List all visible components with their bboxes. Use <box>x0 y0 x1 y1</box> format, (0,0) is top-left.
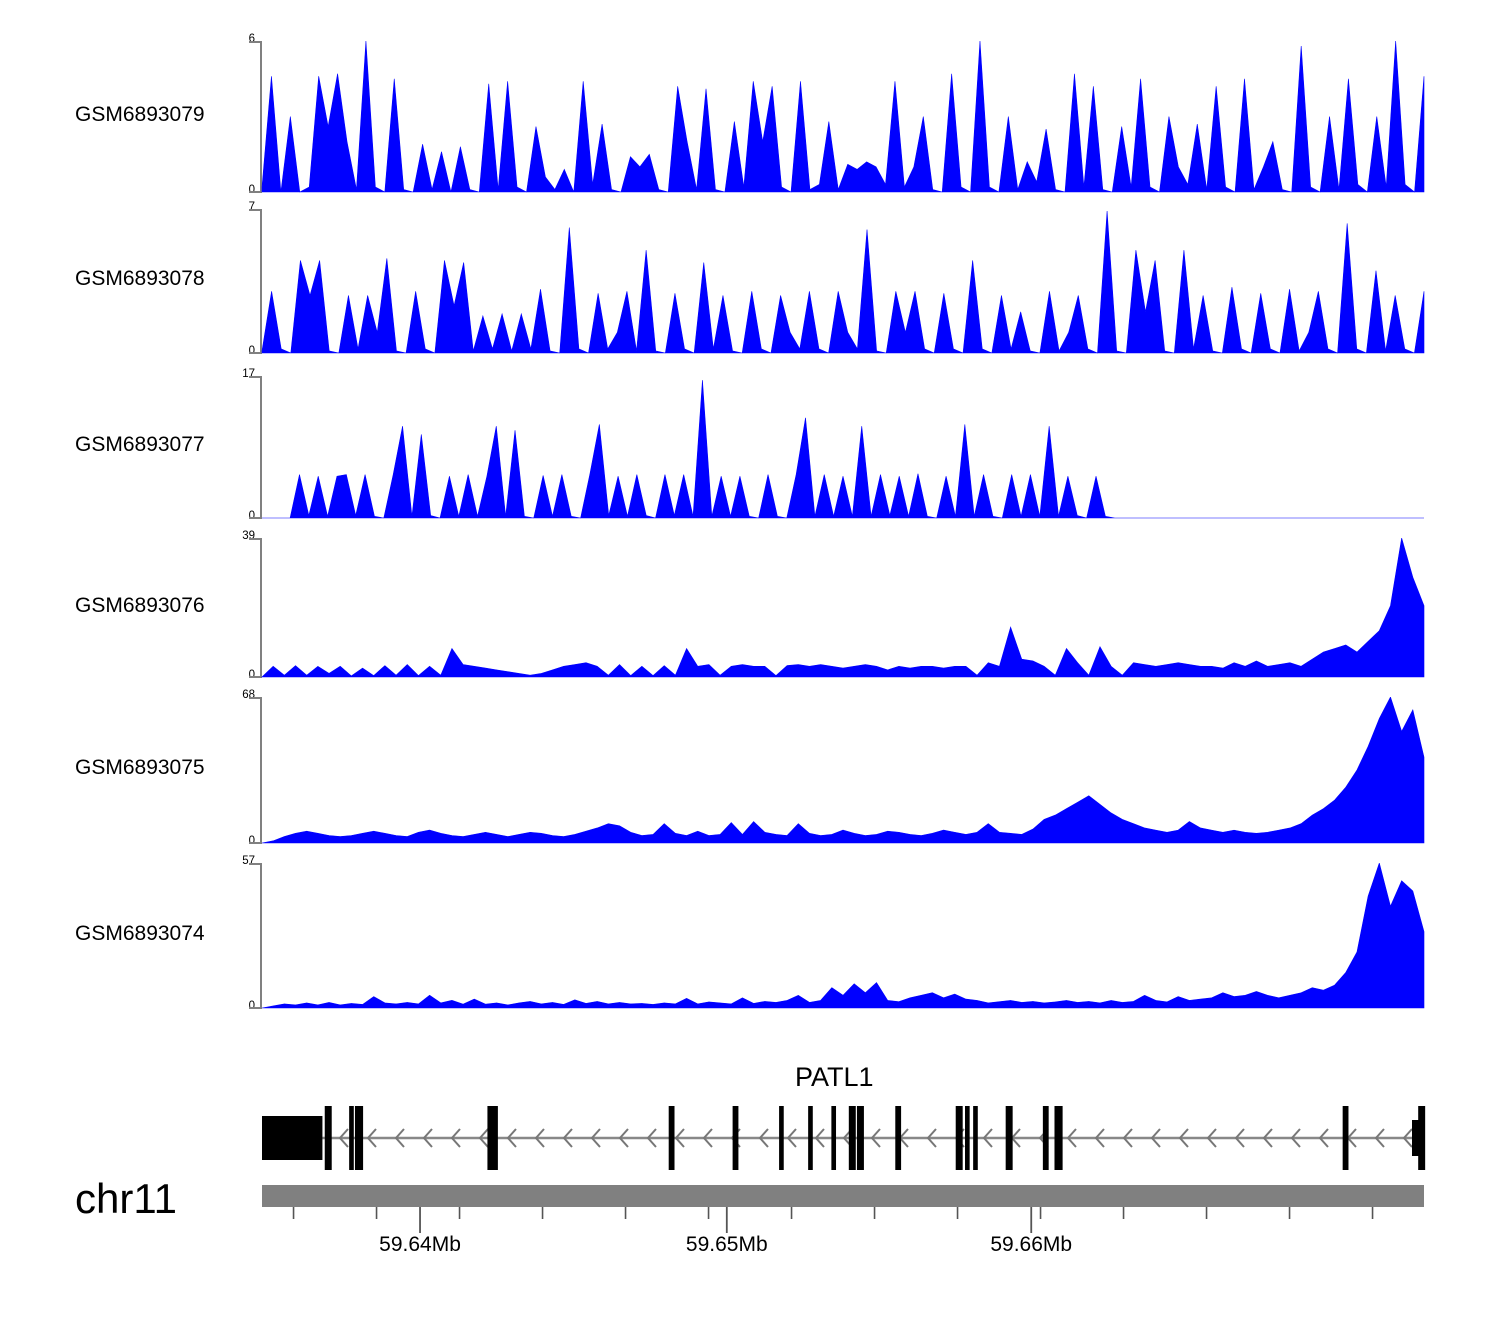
strand-arrow-left-icon <box>366 1128 377 1148</box>
strand-arrow-left-icon <box>506 1128 517 1148</box>
strand-arrow-left-icon <box>1402 1128 1413 1148</box>
strand-arrow-left-icon <box>1066 1128 1077 1148</box>
signal-area <box>261 538 1425 678</box>
signal-track-GSM6893074[interactable] <box>0 863 1430 1012</box>
gene-name-label: PATL1 <box>795 1062 874 1092</box>
axis-tick-label: 59.65Mb <box>685 1233 768 1256</box>
strand-arrow-left-icon <box>814 1128 825 1148</box>
strand-arrow-left-icon <box>786 1128 797 1148</box>
strand-arrow-left-icon <box>1234 1128 1245 1148</box>
gene-exon <box>848 1106 856 1170</box>
gene-model-svg <box>262 1106 1426 1170</box>
gene-exon <box>895 1106 902 1170</box>
gene-exon <box>1005 1106 1013 1170</box>
track-label-GSM6893076: GSM6893076 <box>75 593 205 617</box>
strand-arrow-left-icon <box>338 1128 349 1148</box>
gene-exon <box>965 1106 970 1170</box>
signal-track-GSM6893075[interactable] <box>0 697 1430 847</box>
gene-exon <box>831 1106 837 1170</box>
y-axis-min-GSM6893077: 0 <box>248 510 255 522</box>
ideogram-bar <box>262 1185 1424 1207</box>
y-axis-min-GSM6893078: 0 <box>248 345 255 357</box>
gene-exon <box>973 1106 978 1170</box>
gene-exon <box>668 1106 675 1170</box>
gene-exon <box>732 1106 739 1170</box>
y-axis-max-GSM6893079: 6 <box>248 33 255 45</box>
strand-arrow-left-icon <box>1206 1128 1217 1148</box>
strand-arrow-left-icon <box>618 1128 629 1148</box>
gene-exon <box>1042 1106 1049 1170</box>
strand-arrow-left-icon <box>534 1128 545 1148</box>
gene-exon-terminal <box>1412 1120 1422 1156</box>
strand-arrow-left-icon <box>1122 1128 1133 1148</box>
signal-area <box>261 41 1425 193</box>
track-label-GSM6893077: GSM6893077 <box>75 433 205 456</box>
strand-arrow-left-icon <box>450 1128 461 1148</box>
gene-exon <box>324 1106 332 1170</box>
chromosome-label: chr11 <box>75 1175 177 1222</box>
signal-track-GSM6893076[interactable] <box>0 538 1430 681</box>
signal-area <box>261 211 1425 354</box>
gene-exon <box>358 1106 364 1170</box>
gene-exon <box>354 1106 360 1170</box>
signal-track-GSM6893077[interactable] <box>0 376 1430 522</box>
strand-arrow-left-icon <box>702 1128 713 1148</box>
strand-arrow-left-icon <box>674 1128 685 1148</box>
gene-exon <box>1054 1106 1063 1170</box>
gene-exon <box>349 1106 354 1170</box>
strand-arrow-left-icon <box>646 1128 657 1148</box>
strand-arrow-left-icon <box>422 1128 433 1148</box>
gene-exon <box>1342 1106 1349 1170</box>
strand-arrow-left-icon <box>1290 1128 1301 1148</box>
y-axis-min-GSM6893075: 0 <box>248 835 255 847</box>
track-label-GSM6893075: GSM6893075 <box>75 756 205 779</box>
track-label-GSM6893079: GSM6893079 <box>75 102 205 126</box>
signal-track-GSM6893079[interactable] <box>0 41 1430 196</box>
y-axis-min-GSM6893079: 0 <box>248 184 255 196</box>
track-label-GSM6893074: GSM6893074 <box>75 921 205 945</box>
axis-ruler-svg <box>262 1185 1424 1233</box>
gene-exon <box>856 1106 864 1170</box>
y-axis-max-GSM6893078: 7 <box>248 201 255 213</box>
signal-area <box>261 697 1425 844</box>
strand-arrow-left-icon <box>1094 1128 1105 1148</box>
strand-arrow-left-icon <box>1318 1128 1329 1148</box>
y-axis-min-GSM6893076: 0 <box>248 669 255 681</box>
gene-exon <box>779 1106 784 1170</box>
strand-arrow-left-icon <box>394 1128 405 1148</box>
strand-arrow-left-icon <box>1262 1128 1273 1148</box>
strand-arrow-left-icon <box>870 1128 881 1148</box>
signal-area <box>261 863 1425 1009</box>
strand-arrow-left-icon <box>1178 1128 1189 1148</box>
strand-arrow-left-icon <box>1374 1128 1385 1148</box>
gene-utr-block <box>262 1116 323 1160</box>
strand-arrow-left-icon <box>562 1128 573 1148</box>
gene-exon <box>490 1106 498 1170</box>
strand-arrow-left-icon <box>590 1128 601 1148</box>
gene-exon <box>955 1106 963 1170</box>
signal-track-GSM6893078[interactable] <box>0 209 1430 357</box>
axis-tick-label: 59.64Mb <box>379 1233 461 1256</box>
strand-arrow-left-icon <box>982 1128 993 1148</box>
signal-area <box>262 380 1424 519</box>
y-axis-min-GSM6893074: 0 <box>248 1000 255 1012</box>
axis-tick-label: 59.66Mb <box>990 1233 1073 1256</box>
strand-arrow-left-icon <box>478 1128 489 1148</box>
strand-arrow-left-icon <box>758 1128 769 1148</box>
strand-arrow-left-icon <box>1150 1128 1161 1148</box>
gene-exon <box>808 1106 813 1170</box>
track-label-GSM6893078: GSM6893078 <box>75 267 205 290</box>
strand-arrow-left-icon <box>926 1128 937 1148</box>
